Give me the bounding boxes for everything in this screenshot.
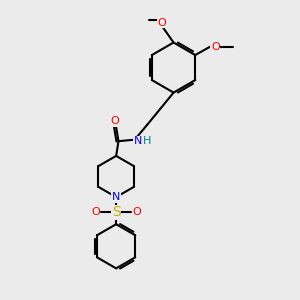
Text: O: O [91, 207, 100, 218]
Text: H: H [143, 136, 151, 146]
Text: O: O [211, 42, 220, 52]
Text: N: N [112, 192, 120, 202]
Text: N: N [134, 136, 142, 146]
Text: O: O [132, 207, 141, 218]
Text: O: O [158, 17, 166, 28]
Text: S: S [112, 206, 121, 219]
Text: O: O [110, 116, 119, 126]
